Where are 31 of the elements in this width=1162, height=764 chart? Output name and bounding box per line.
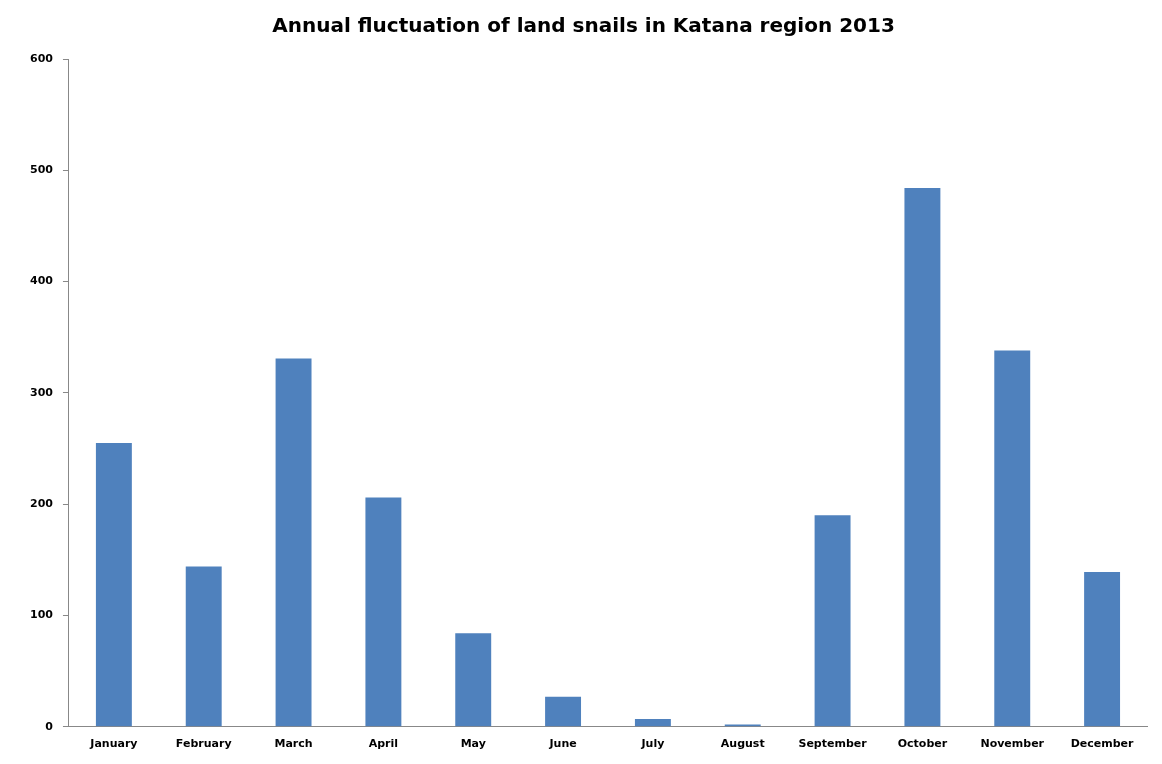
bar (275, 358, 312, 727)
y-tick-label: 400 (29, 274, 54, 288)
x-tick-label: February (175, 737, 232, 751)
x-tick-label: January (89, 737, 138, 751)
x-tick-label: July (640, 737, 665, 751)
y-tick-label: 600 (29, 51, 54, 65)
bar (904, 188, 941, 727)
bar (814, 515, 851, 727)
y-tick-label: 200 (29, 497, 54, 511)
x-tick-label: June (548, 737, 577, 751)
chart-title: Annual fluctuation of land snails in Katana region 2013 (272, 13, 895, 38)
y-tick-label: 500 (29, 163, 54, 177)
y-tick-label: 100 (29, 608, 54, 622)
x-tick-label: November (980, 737, 1045, 751)
bar (95, 442, 132, 727)
y-tick-label: 300 (29, 385, 54, 399)
x-tick-label: September (798, 737, 868, 751)
x-tick-label: October (897, 737, 948, 751)
bar (1084, 572, 1121, 727)
y-tick-label: 0 (45, 719, 54, 733)
bar (185, 566, 222, 727)
bar (634, 719, 671, 727)
x-tick-label: April (368, 737, 399, 751)
x-tick-label: May (460, 737, 486, 751)
bar (455, 633, 492, 727)
bar (994, 350, 1031, 727)
bar (545, 696, 582, 727)
bar (365, 497, 402, 727)
x-tick-label: March (274, 737, 313, 751)
x-tick-label: August (720, 737, 765, 751)
x-tick-label: December (1070, 737, 1135, 751)
